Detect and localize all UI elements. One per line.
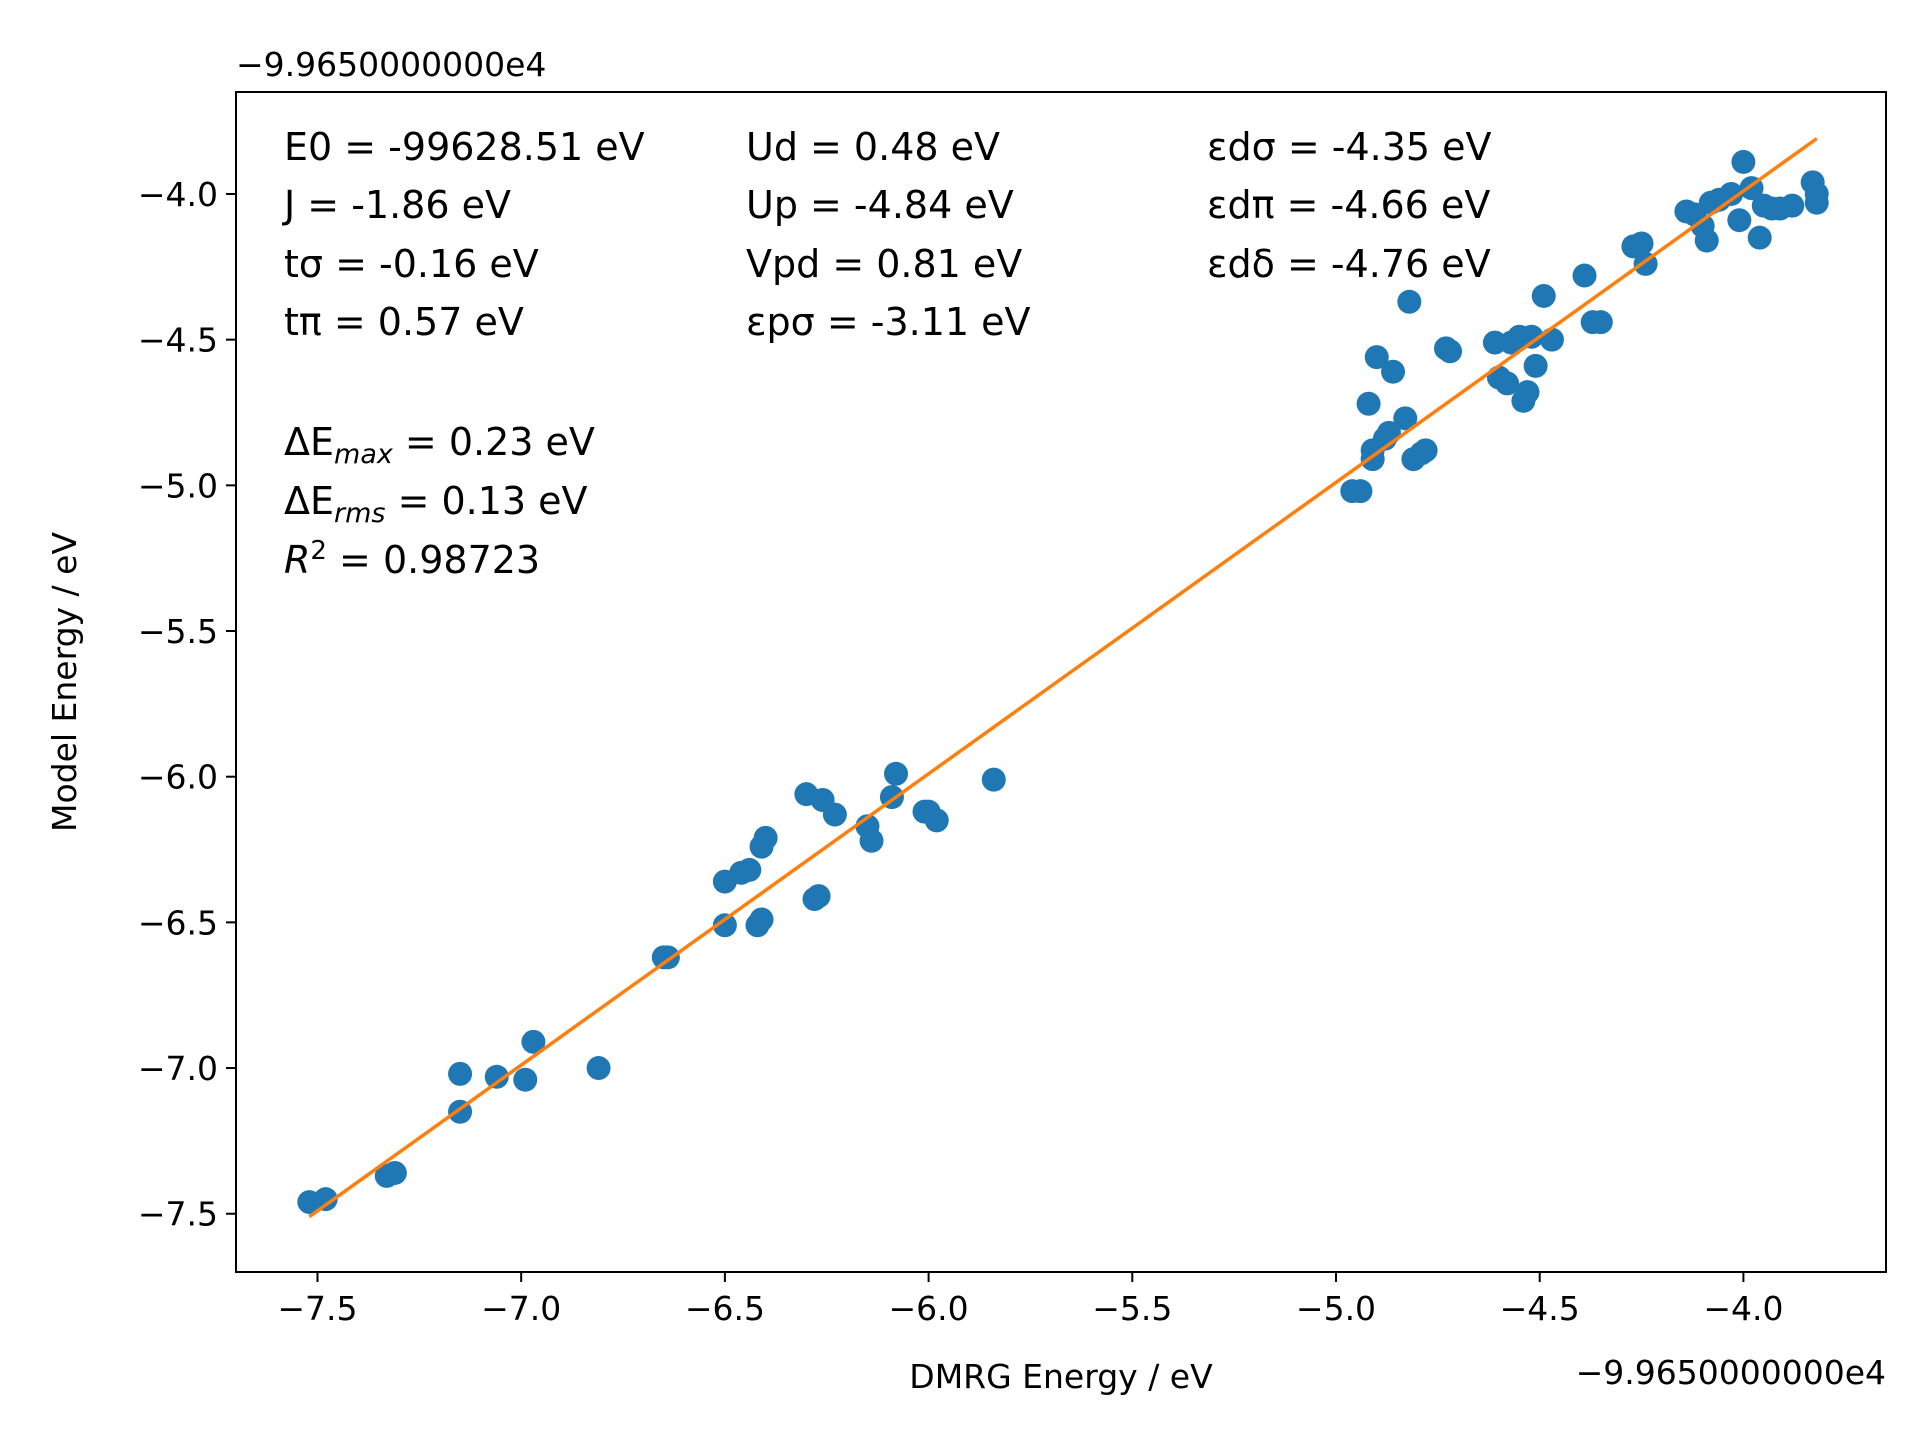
x-tick-label: −5.0 <box>1296 1289 1376 1328</box>
x-tick-label: −4.5 <box>1500 1289 1580 1328</box>
y-axis-ticks: −7.5 −7.0 −6.5 −6.0 −5.5 −5.0 −4.5 −4.0 <box>138 175 236 1234</box>
data-point <box>513 1067 538 1092</box>
data-point <box>382 1160 407 1185</box>
x-axis-label: DMRG Energy / eV <box>909 1357 1213 1396</box>
data-point <box>737 857 762 882</box>
y-tick-label: −5.0 <box>138 466 218 505</box>
data-point <box>859 828 884 853</box>
data-point <box>1588 310 1613 335</box>
x-tick-label: −6.5 <box>685 1289 765 1328</box>
annotation-ed-sigma: εdσ = -4.35 eV <box>1207 125 1492 169</box>
data-point <box>448 1061 473 1086</box>
data-point <box>1523 353 1548 378</box>
data-point <box>712 913 737 938</box>
annotation-ed-delta: εdδ = -4.76 eV <box>1207 242 1491 286</box>
x-tick-label: −4.0 <box>1703 1289 1783 1328</box>
data-point <box>1356 391 1381 416</box>
data-point <box>1727 208 1752 233</box>
x-tick-label: −7.0 <box>481 1289 561 1328</box>
data-point <box>1519 324 1544 349</box>
annotation-j: J = -1.86 eV <box>282 183 511 227</box>
x-tick-label: −6.0 <box>889 1289 969 1328</box>
scatter-series <box>297 149 1829 1215</box>
x-axis-ticks: −7.5 −7.0 −6.5 −6.0 −5.5 −5.0 −4.5 −4.0 <box>277 1272 1783 1328</box>
plot-frame <box>235 91 1887 1273</box>
data-point <box>1438 339 1463 364</box>
data-point <box>884 761 908 786</box>
data-point <box>313 1187 338 1212</box>
annotation-t-sigma: tσ = -0.16 eV <box>284 242 539 286</box>
x-offset-label: −9.9650000000e4 <box>1576 1353 1886 1392</box>
y-tick-label: −7.5 <box>138 1195 218 1234</box>
annotation-t-pi: tπ = 0.57 eV <box>284 300 524 344</box>
data-point <box>749 907 774 932</box>
data-point <box>1719 181 1744 206</box>
data-point <box>521 1029 546 1054</box>
data-point <box>1495 371 1520 396</box>
y-tick-label: −4.0 <box>138 175 218 214</box>
x-tick-label: −5.5 <box>1092 1289 1172 1328</box>
fit-line <box>308 137 1818 1219</box>
data-point <box>1397 289 1422 314</box>
data-point <box>753 825 778 850</box>
annotation-ed-pi: εdπ = -4.66 eV <box>1207 183 1490 227</box>
x-tick-label: −7.5 <box>277 1289 357 1328</box>
y-tick-label: −5.5 <box>138 612 218 651</box>
data-point <box>1393 406 1418 431</box>
annotation-ep-sigma: εpσ = -3.11 eV <box>746 300 1031 344</box>
data-point <box>1381 359 1406 384</box>
data-point <box>1364 345 1389 370</box>
data-point <box>1531 283 1556 308</box>
data-point <box>924 808 949 833</box>
data-point <box>1413 438 1438 463</box>
data-point <box>806 884 831 909</box>
data-point <box>1572 263 1597 288</box>
annotation-vpd: Vpd = 0.81 eV <box>746 242 1022 286</box>
y-tick-label: −7.0 <box>138 1049 218 1088</box>
data-point <box>586 1056 611 1081</box>
data-point <box>1694 228 1719 253</box>
annotation-up: Up = -4.84 eV <box>746 183 1014 227</box>
data-point <box>1804 190 1829 215</box>
data-point <box>822 802 847 827</box>
data-point <box>1780 193 1805 218</box>
data-point <box>1348 479 1373 504</box>
annotation-e0: E0 = -99628.51 eV <box>284 125 645 169</box>
annotation-r-squared: R2 = 0.98723 <box>284 536 540 582</box>
y-axis-label: Model Energy / eV <box>45 532 84 833</box>
data-point <box>1731 149 1756 174</box>
data-point <box>1629 231 1654 256</box>
annotation-delta-e-max: ΔEmax = 0.23 eV <box>284 420 595 470</box>
fit-line-series <box>308 137 1818 1219</box>
data-point <box>484 1064 509 1089</box>
y-tick-label: −6.5 <box>138 903 218 942</box>
data-point <box>1747 225 1772 250</box>
data-point <box>1539 327 1564 352</box>
data-point <box>981 767 1006 792</box>
y-tick-label: −4.5 <box>138 321 218 360</box>
y-tick-label: −6.0 <box>138 758 218 797</box>
data-point <box>1515 380 1540 405</box>
annotation-ud: Ud = 0.48 eV <box>746 125 1000 169</box>
parameter-annotations: E0 = -99628.51 eV J = -1.86 eV tσ = -0.1… <box>282 125 1492 582</box>
annotation-delta-e-rms: ΔErms = 0.13 eV <box>284 479 588 529</box>
y-offset-label: −9.9650000000e4 <box>236 45 546 84</box>
